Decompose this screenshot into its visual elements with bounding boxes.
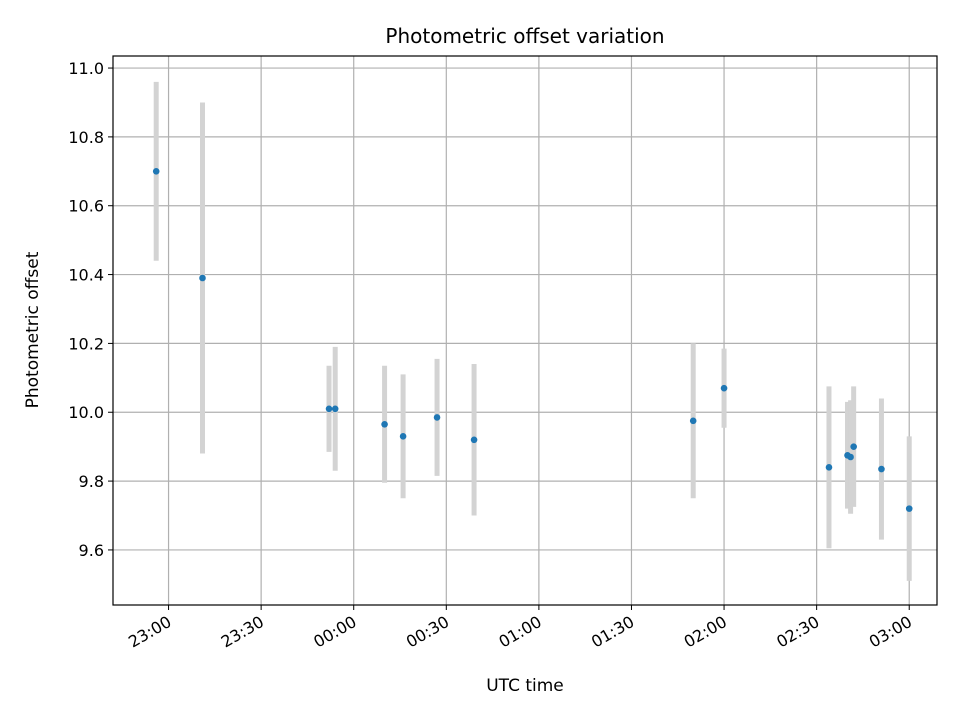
data-point — [825, 464, 833, 471]
data-point — [847, 453, 854, 461]
y-tick-label: 11.0 — [68, 59, 104, 78]
chart-title: Photometric offset variation — [385, 24, 664, 48]
data-point — [850, 443, 857, 450]
y-tick-label: 10.0 — [68, 403, 104, 422]
data-point — [433, 414, 441, 421]
y-tick-label: 10.2 — [68, 334, 104, 353]
data-point — [381, 420, 388, 428]
y-tick-label: 10.8 — [68, 128, 104, 147]
x-axis-label: UTC time — [486, 676, 564, 696]
data-point — [199, 274, 206, 282]
plot-frame — [112, 55, 938, 606]
data-point — [720, 384, 728, 392]
data-point — [152, 168, 160, 175]
y-tick-label: 10.6 — [68, 197, 104, 216]
data-point — [689, 417, 697, 425]
y-tick-label: 9.8 — [79, 472, 104, 491]
y-tick-label: 10.4 — [68, 266, 104, 285]
data-point — [878, 465, 885, 473]
grid — [113, 56, 937, 605]
data-point — [331, 405, 339, 413]
data-point — [325, 405, 333, 413]
data-points — [152, 168, 913, 512]
data-point — [905, 505, 913, 512]
data-point — [470, 436, 478, 444]
y-tick-label: 9.6 — [79, 541, 104, 560]
y-axis-label: Photometric offset — [23, 251, 43, 408]
y-axis: 9.6 9.8 10.0 10.2 10.4 10.6 10.8 11.0 — [68, 59, 113, 560]
data-point — [399, 433, 407, 440]
